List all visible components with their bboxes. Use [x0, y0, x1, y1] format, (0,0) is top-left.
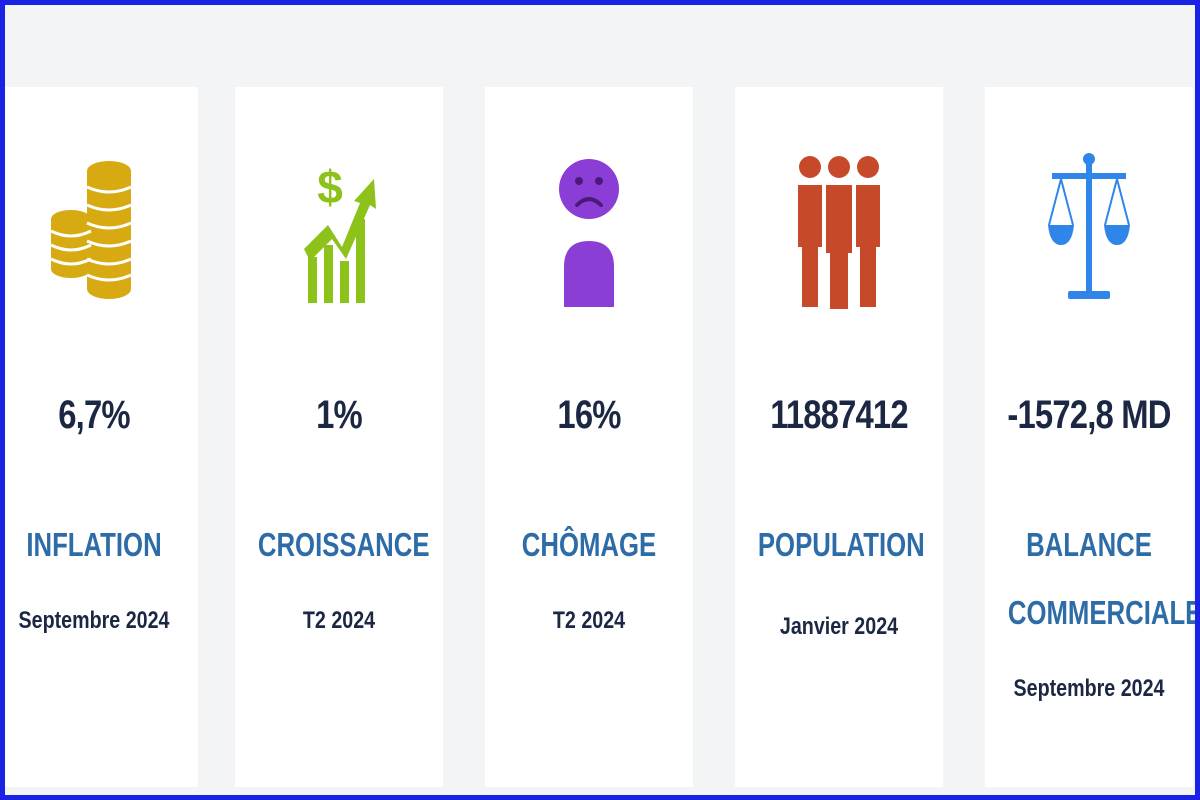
population-label: POPULATION	[757, 526, 925, 563]
scale-balance-icon	[985, 149, 1193, 309]
croissance-value: 1%	[316, 393, 363, 437]
croissance-label: CROISSANCE	[257, 526, 430, 563]
chomage-period: T2 2024	[552, 607, 626, 634]
population-value: 11887412	[770, 393, 908, 437]
croissance-period: T2 2024	[302, 607, 376, 634]
inflation-label: INFLATION	[26, 526, 162, 563]
chomage-label: CHÔMAGE	[521, 526, 657, 563]
indicator-card-balance-commerciale: -1572,8 MD BALANCE COMMERCIALE Septembre…	[985, 87, 1200, 787]
inflation-value: 6,7%	[58, 393, 130, 437]
chomage-value: 16%	[557, 393, 621, 437]
indicator-card-croissance: $ 1% CROISSANCE T2 2024	[235, 87, 443, 787]
inflation-period: Septembre 2024	[18, 607, 170, 634]
dollar-sign: $	[317, 161, 343, 213]
people-group-icon	[735, 149, 943, 309]
growth-chart-icon: $	[235, 149, 443, 309]
indicator-card-population: 11887412 POPULATION Janvier 2024	[735, 87, 943, 787]
sad-person-icon	[485, 149, 693, 309]
indicator-card-inflation: 6,7% INFLATION Septembre 2024	[5, 87, 198, 787]
balance-value: -1572,8 MD	[1007, 393, 1171, 437]
indicator-card-chomage: 16% CHÔMAGE T2 2024	[485, 87, 693, 787]
balance-label-line2: COMMERCIALE	[1007, 594, 1200, 631]
balance-period: Septembre 2024	[1013, 675, 1165, 702]
coins-icon	[5, 149, 198, 309]
balance-label: BALANCE COMMERCIALE	[1007, 511, 1200, 647]
population-period: Janvier 2024	[779, 613, 899, 640]
balance-label-line1: BALANCE	[1026, 526, 1152, 563]
